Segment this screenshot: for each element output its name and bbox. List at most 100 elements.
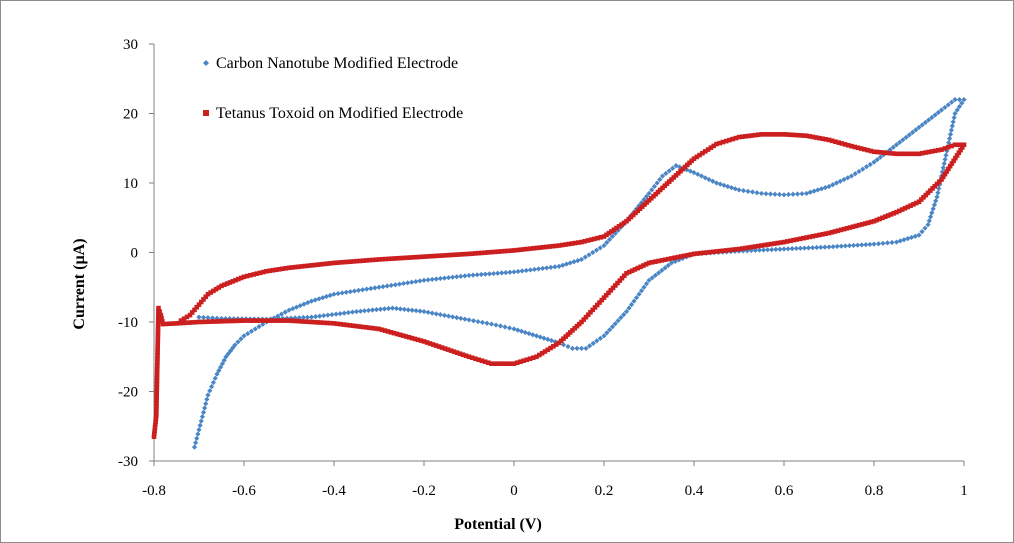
data-point <box>207 388 213 394</box>
data-point <box>880 215 885 221</box>
data-point <box>746 133 751 139</box>
data-point <box>717 140 723 146</box>
data-point <box>598 235 604 240</box>
data-point <box>868 148 874 154</box>
data-point <box>203 401 209 407</box>
data-point <box>312 262 318 268</box>
data-point <box>304 314 311 320</box>
data-point <box>160 321 166 327</box>
data-point <box>956 103 963 110</box>
data-point <box>282 309 288 315</box>
data-point <box>911 202 916 207</box>
data-point <box>649 187 655 193</box>
data-point <box>739 246 745 251</box>
data-point <box>628 302 635 308</box>
data-point <box>955 142 961 148</box>
data-point <box>222 318 228 324</box>
data-point <box>328 260 334 266</box>
data-point <box>219 283 224 289</box>
data-point <box>848 173 855 179</box>
data-point <box>347 323 353 328</box>
data-point <box>850 242 857 249</box>
data-point <box>942 146 948 151</box>
data-point <box>817 135 822 141</box>
data-point <box>807 234 813 240</box>
data-point <box>205 392 211 398</box>
data-point <box>238 336 244 342</box>
data-point <box>245 330 251 337</box>
data-point <box>495 361 501 366</box>
data-point <box>401 306 407 313</box>
data-point <box>797 133 803 138</box>
data-point <box>678 254 684 259</box>
data-point <box>563 242 568 247</box>
data-point <box>781 246 787 252</box>
data-point <box>785 246 791 252</box>
data-point <box>875 241 882 247</box>
data-point <box>341 322 346 327</box>
data-point <box>200 314 207 321</box>
data-point <box>768 132 774 137</box>
data-point <box>881 150 886 155</box>
data-point <box>867 161 873 168</box>
data-point <box>707 249 713 255</box>
data-point <box>283 318 289 323</box>
data-point <box>305 300 311 306</box>
data-point <box>643 193 650 200</box>
data-point <box>621 273 627 279</box>
data-point <box>810 134 816 140</box>
data-point <box>335 290 341 297</box>
data-point <box>484 320 490 326</box>
data-point <box>177 320 183 326</box>
data-point <box>856 222 862 228</box>
data-point <box>232 342 238 348</box>
data-point <box>609 229 614 234</box>
data-point <box>597 335 603 342</box>
data-point <box>485 250 491 255</box>
data-point <box>659 173 666 179</box>
data-point <box>619 222 624 227</box>
data-point <box>469 251 475 256</box>
data-point <box>868 219 874 225</box>
data-point <box>908 203 913 208</box>
data-point <box>505 361 510 366</box>
data-point <box>379 327 385 333</box>
data-point <box>593 247 600 253</box>
data-point <box>662 265 668 271</box>
data-point <box>919 150 925 156</box>
data-point <box>793 245 799 252</box>
data-point <box>749 244 755 250</box>
data-point <box>814 244 820 251</box>
data-point <box>537 245 543 250</box>
data-point <box>617 278 623 283</box>
data-point <box>594 338 600 344</box>
data-point <box>227 348 234 354</box>
data-point <box>152 422 158 428</box>
data-point <box>659 258 665 263</box>
data-point <box>421 277 427 283</box>
data-point <box>506 325 513 331</box>
data-point <box>954 107 960 113</box>
data-point <box>720 248 726 254</box>
data-point <box>919 229 925 235</box>
data-point <box>743 245 748 251</box>
data-point <box>677 164 683 170</box>
data-point <box>727 137 732 143</box>
data-point <box>445 313 452 319</box>
x-tick-label: 0 <box>510 483 518 499</box>
data-point <box>919 122 925 128</box>
data-point <box>486 271 493 277</box>
data-point <box>601 234 607 239</box>
data-point <box>936 185 942 192</box>
data-point <box>775 132 780 137</box>
data-point <box>675 254 681 260</box>
data-point <box>871 149 877 155</box>
data-point <box>789 246 795 252</box>
data-point <box>198 418 204 424</box>
data-point <box>357 258 363 264</box>
data-point <box>361 308 368 314</box>
data-point <box>954 153 960 158</box>
data-point <box>154 381 160 387</box>
data-point <box>682 253 687 259</box>
